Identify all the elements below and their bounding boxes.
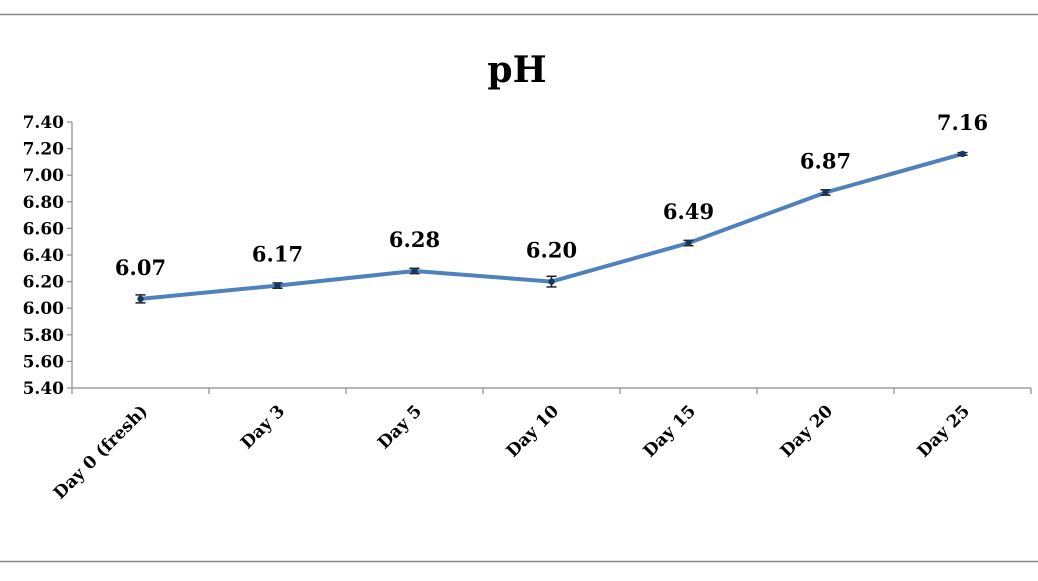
y-tick-label: 7.20 bbox=[23, 140, 65, 160]
x-tick-label: Day 3 bbox=[237, 401, 289, 453]
data-label: 6.49 bbox=[663, 199, 714, 224]
data-point bbox=[411, 267, 418, 275]
axes: 7.40 7.20 7.00 6.80 6.60 6.40 6.20 6.00 5.80 5.60… bbox=[23, 113, 1032, 504]
labels-layer: 6.07 6.17 6.28 6.20 6.49 6.87 7.16 bbox=[115, 110, 988, 280]
x-tick-label: Day 15 bbox=[640, 401, 700, 461]
x-tick-label: Day 20 bbox=[777, 401, 837, 461]
data-point bbox=[137, 295, 144, 303]
y-tick-label: 6.80 bbox=[23, 193, 65, 213]
data-point bbox=[959, 150, 966, 158]
y-tick-label: 7.40 bbox=[23, 113, 65, 133]
data-point bbox=[274, 282, 281, 289]
x-tick-label: Day 5 bbox=[374, 401, 426, 453]
y-tick-label: 5.40 bbox=[23, 379, 65, 399]
y-tick-label: 7.00 bbox=[23, 166, 65, 186]
data-point bbox=[822, 189, 829, 196]
data-label: 6.20 bbox=[526, 238, 577, 263]
x-tick-label: Day 0 (fresh) bbox=[50, 401, 152, 503]
data-label: 6.28 bbox=[389, 227, 440, 252]
y-tick-label: 6.00 bbox=[23, 299, 65, 319]
chart-title: pH bbox=[487, 49, 546, 91]
x-tick-label: Day 25 bbox=[914, 401, 974, 461]
x-tick-label: Day 10 bbox=[503, 401, 563, 461]
series-layer bbox=[135, 150, 968, 304]
data-point bbox=[548, 278, 555, 285]
data-label: 6.17 bbox=[252, 242, 303, 267]
data-point bbox=[685, 239, 692, 247]
y-tick-label: 6.20 bbox=[23, 273, 65, 293]
data-label: 6.87 bbox=[800, 148, 851, 173]
y-tick-label: 6.60 bbox=[23, 219, 65, 239]
y-tick-label: 6.40 bbox=[23, 246, 65, 266]
data-label: 6.07 bbox=[115, 255, 166, 280]
data-label: 7.16 bbox=[937, 110, 988, 135]
y-tick-label: 5.80 bbox=[23, 326, 65, 346]
y-tick-label: 5.60 bbox=[23, 352, 65, 372]
